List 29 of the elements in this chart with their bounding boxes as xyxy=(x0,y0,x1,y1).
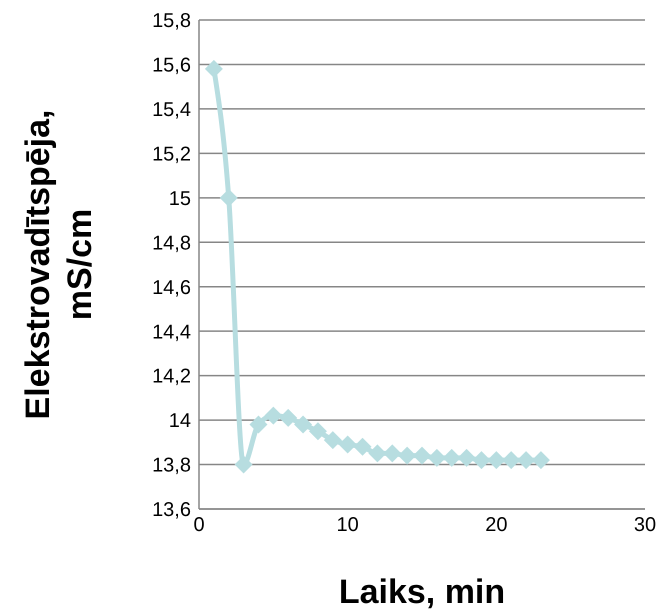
y-tick-label: 14,8 xyxy=(152,232,191,254)
point xyxy=(354,438,372,456)
point xyxy=(249,416,268,434)
y-tick-label: 15,6 xyxy=(152,54,191,77)
point xyxy=(308,422,327,440)
y-tick-label: 14,2 xyxy=(152,366,191,388)
y-tick-label: 14,4 xyxy=(152,321,191,344)
x-tick-label: 0 xyxy=(193,514,205,536)
y-tick-label: 13,6 xyxy=(152,499,191,522)
y-tick-label: 14,6 xyxy=(152,276,191,299)
point xyxy=(294,416,312,434)
point xyxy=(220,188,238,207)
x-tick-label: 20 xyxy=(485,514,508,536)
point xyxy=(338,436,357,454)
y-tick-label: 15,2 xyxy=(152,143,191,166)
x-tick-label: 10 xyxy=(336,514,359,536)
y-tick-label: 15,4 xyxy=(152,99,191,122)
point xyxy=(234,456,253,474)
point xyxy=(204,60,223,78)
y-tick-label: 13,8 xyxy=(152,454,191,477)
y-tick-label: 15 xyxy=(168,188,191,210)
point xyxy=(324,431,342,450)
y-tick-label: 15,8 xyxy=(152,10,191,32)
x-tick-label: 30 xyxy=(634,514,656,536)
point xyxy=(264,406,282,425)
y-tick-label: 14 xyxy=(168,410,191,432)
y-axis-title: Elekstrovadītspēja, mS/cm xyxy=(19,110,99,420)
point xyxy=(279,408,298,427)
x-axis-title: Laiks, min xyxy=(338,573,506,609)
